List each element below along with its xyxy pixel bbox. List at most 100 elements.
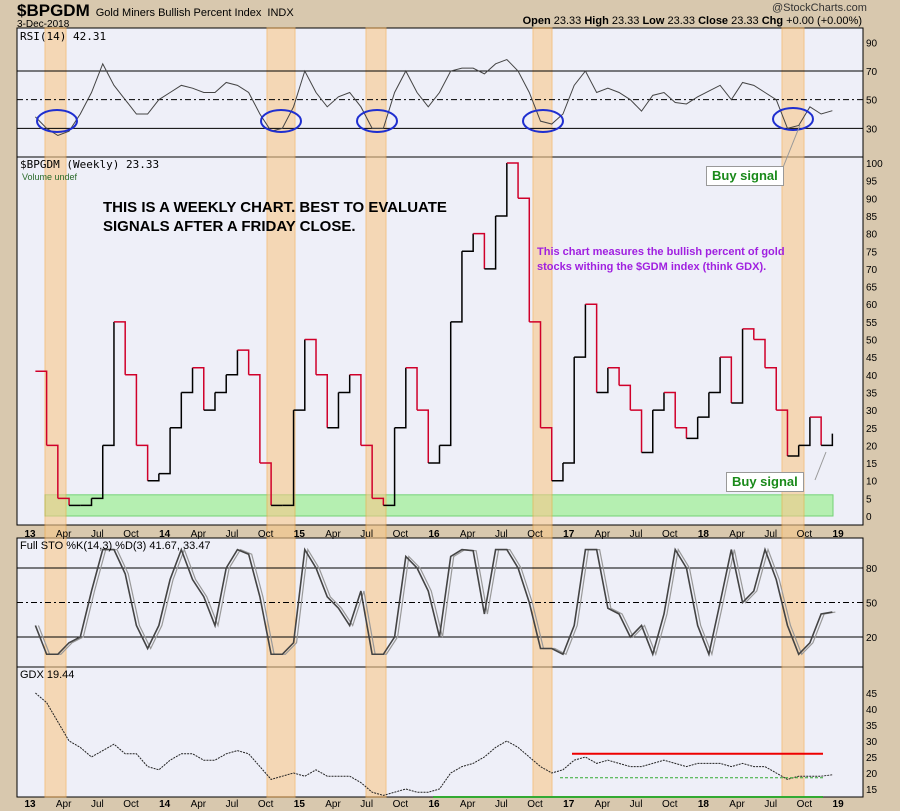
bpgdm-step-segment — [776, 409, 789, 456]
chart-date: 3-Dec-2018 — [17, 19, 70, 30]
y-tick-label: 20 — [866, 633, 878, 644]
weekly-note-1: THIS IS A WEEKLY CHART. BEST TO EVALUATE — [103, 199, 447, 216]
y-tick-label: 95 — [866, 177, 878, 188]
measure-note-1: This chart measures the bullish percent … — [537, 246, 785, 258]
x-tick-label: 17 — [563, 529, 575, 540]
y-tick-label: 35 — [866, 721, 878, 732]
x-tick-label: Apr — [191, 799, 207, 810]
x-tick-label: Apr — [460, 529, 476, 540]
x-tick-label: 15 — [294, 799, 306, 810]
y-tick-label: 65 — [866, 283, 878, 294]
bpgdm-step-segment — [372, 497, 385, 506]
panel-3 — [16, 666, 864, 798]
bpgdm-step-segment — [147, 473, 160, 482]
x-tick-label: Apr — [191, 529, 207, 540]
x-tick-label: Apr — [325, 799, 341, 810]
buy-signal-label-2: Buy signal — [726, 472, 804, 492]
y-tick-label: 70 — [866, 67, 878, 78]
brand: @StockCharts.com — [772, 2, 867, 14]
bpgdm-step-segment — [327, 392, 340, 429]
quote-value: 23.33 — [731, 15, 762, 27]
y-tick-label: 55 — [866, 318, 878, 329]
y-tick-label: 90 — [866, 38, 878, 49]
x-tick-label: 16 — [428, 529, 440, 540]
bpgdm-step-segment — [708, 357, 721, 394]
bpgdm-step-segment — [641, 410, 654, 454]
signal-ellipse — [356, 109, 398, 133]
bpgdm-step-segment — [630, 409, 643, 453]
quote-bar: Open 23.33 High 23.33 Low 23.33 Close 23… — [523, 15, 862, 28]
bpgdm-step-segment — [226, 350, 239, 376]
gdx-label: GDX 19.44 — [20, 669, 75, 681]
bpgdm-step-segment — [91, 445, 104, 500]
bpgdm-step-segment — [360, 444, 373, 499]
quote-key: Chg — [761, 15, 787, 27]
x-tick-label: Apr — [595, 529, 611, 540]
bpgdm-step-segment — [214, 374, 227, 394]
y-tick-label: 15 — [866, 785, 878, 796]
bpgdm-step-segment — [562, 357, 575, 464]
y-tick-label: 5 — [866, 494, 872, 505]
x-tick-label: 19 — [833, 799, 845, 810]
rsi-label: RSI(14) 42.31 — [20, 30, 107, 43]
bpgdm-step-segment — [57, 497, 70, 506]
x-tick-label: Apr — [460, 799, 476, 810]
bpgdm-step-segment — [663, 391, 676, 428]
signal-band — [266, 27, 296, 798]
signal-ellipse — [260, 109, 302, 133]
bpgdm-step-segment — [809, 416, 822, 446]
bpgdm-step-segment — [461, 233, 474, 252]
bpgdm-step-segment — [394, 367, 407, 429]
y-tick-label: 50 — [866, 336, 878, 347]
x-tick-label: 13 — [24, 529, 36, 540]
x-tick-label: Apr — [595, 799, 611, 810]
x-tick-label: Oct — [527, 799, 543, 810]
y-tick-label: 0 — [866, 512, 872, 523]
bpgdm-step-segment — [113, 321, 126, 375]
bpgdm-step-segment — [80, 498, 93, 507]
y-tick-label: 60 — [866, 300, 878, 311]
weekly-note-2: SIGNALS AFTER A FRIDAY CLOSE. — [103, 218, 356, 235]
x-tick-label: 13 — [24, 799, 36, 810]
y-tick-label: 10 — [866, 477, 878, 488]
x-tick-label: Jul — [226, 529, 239, 540]
y-tick-label: 25 — [866, 753, 878, 764]
x-tick-label: Apr — [729, 529, 745, 540]
x-tick-label: Apr — [56, 799, 72, 810]
bpgdm-step-segment — [248, 374, 261, 464]
y-tick-label: 20 — [866, 441, 878, 452]
bpgdm-step-segment — [607, 366, 620, 386]
quote-key: Close — [698, 15, 732, 27]
x-tick-label: Apr — [729, 799, 745, 810]
signal-band — [365, 27, 387, 798]
x-tick-label: Jul — [495, 799, 508, 810]
x-tick-label: Jul — [360, 799, 373, 810]
x-tick-label: Oct — [797, 529, 813, 540]
x-tick-label: Jul — [360, 529, 373, 540]
x-tick-label: Oct — [123, 799, 139, 810]
signal-ellipse — [36, 109, 78, 133]
bpgdm-step-segment — [551, 463, 564, 482]
x-tick-label: Jul — [764, 799, 777, 810]
bpgdm-step-segment — [158, 427, 171, 475]
volume-label: Volume undef — [22, 172, 78, 182]
bpgdm-step-segment — [383, 427, 396, 507]
y-tick-label: 50 — [866, 599, 878, 610]
x-tick-label: 18 — [698, 529, 710, 540]
x-tick-label: 19 — [833, 529, 845, 540]
y-tick-label: 20 — [866, 769, 878, 780]
x-tick-label: 14 — [159, 799, 171, 810]
y-tick-label: 80 — [866, 564, 878, 575]
x-tick-label: Jul — [91, 799, 104, 810]
x-tick-label: 18 — [698, 799, 710, 810]
bpgdm-step-segment — [417, 409, 430, 464]
exchange: INDX — [267, 7, 294, 19]
bpgdm-step-segment — [686, 417, 699, 440]
buy-signal-pointer — [814, 451, 827, 481]
quote-value: 23.33 — [667, 15, 699, 27]
bpgdm-step-segment — [203, 392, 216, 411]
quote-key: Low — [642, 15, 668, 27]
x-tick-label: Oct — [662, 529, 678, 540]
